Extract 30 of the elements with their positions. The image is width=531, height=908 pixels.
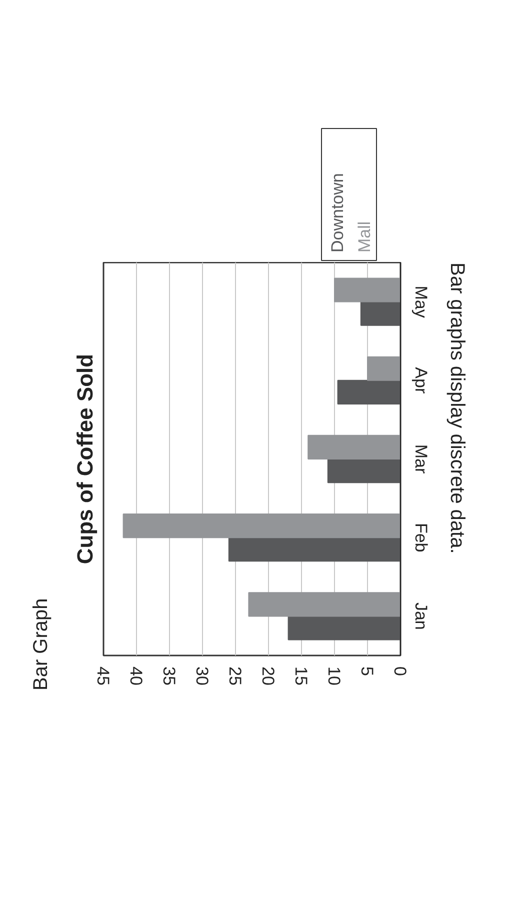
bar: [308, 434, 400, 460]
bar: [334, 278, 400, 302]
bar: [360, 301, 400, 326]
x-tick-label: 5: [358, 666, 376, 676]
x-tick-label: 40: [126, 666, 146, 686]
x-tick-label: 0: [390, 666, 410, 676]
text: Mall: [355, 221, 374, 252]
x-tick-label: 35: [160, 666, 178, 686]
text: Downtown: [328, 173, 347, 252]
x-tick-label: 30: [192, 666, 212, 686]
x-tick-label: 25: [226, 666, 244, 686]
bar: [228, 537, 400, 562]
x-tick-label: 10: [324, 666, 344, 686]
x-tick-label: 20: [258, 666, 278, 686]
bar: [288, 616, 400, 640]
y-tick-label: Feb: [412, 522, 430, 552]
bar: [122, 514, 400, 538]
y-tick-label: Jan: [412, 602, 430, 630]
y-tick-label: Apr: [412, 367, 430, 394]
bar: [327, 458, 400, 484]
x-tick-label: 15: [292, 666, 310, 686]
text: Bar graphs display discrete data.: [446, 262, 468, 554]
text: Cups of Coffee Sold: [72, 354, 98, 564]
bar: [367, 356, 400, 381]
y-tick-label: Mar: [412, 444, 430, 474]
y-tick-label: May: [412, 286, 430, 318]
bar: [337, 380, 400, 404]
text: Bar Graph: [30, 598, 52, 690]
x-tick-label: 45: [94, 666, 112, 686]
bar: [248, 592, 400, 617]
